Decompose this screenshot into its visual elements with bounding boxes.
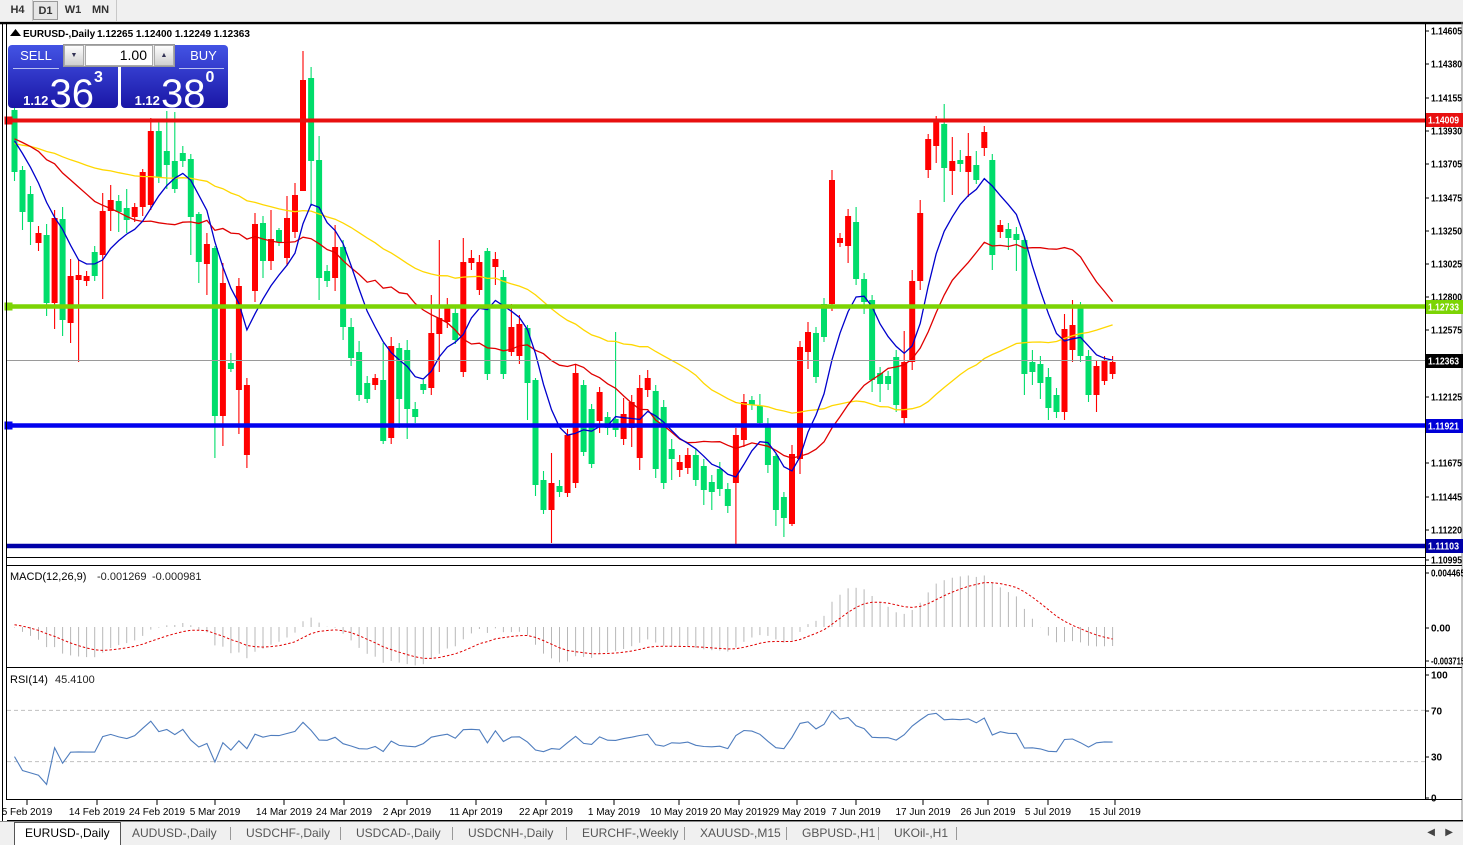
- svg-text:1.13250: 1.13250: [1431, 227, 1462, 238]
- svg-text:70: 70: [1431, 707, 1443, 718]
- svg-text:14 Feb 2019: 14 Feb 2019: [69, 807, 126, 818]
- svg-text:1.12265 1.12400 1.12249 1.1236: 1.12265 1.12400 1.12249 1.12363: [97, 29, 250, 40]
- svg-text:22 Apr 2019: 22 Apr 2019: [519, 807, 573, 818]
- svg-text:1.12125: 1.12125: [1431, 393, 1462, 404]
- svg-text:1.13025: 1.13025: [1431, 260, 1462, 271]
- svg-text:1.12363: 1.12363: [1428, 357, 1459, 368]
- svg-text:1.11445: 1.11445: [1431, 493, 1462, 504]
- svg-text:17 Jun 2019: 17 Jun 2019: [895, 807, 950, 818]
- svg-text:45.4100: 45.4100: [55, 674, 95, 686]
- svg-text:RSI(14): RSI(14): [10, 674, 48, 686]
- svg-text:2 Apr 2019: 2 Apr 2019: [383, 807, 432, 818]
- svg-text:-0.000981: -0.000981: [152, 571, 202, 583]
- svg-text:1.11103: 1.11103: [1428, 542, 1459, 553]
- svg-text:14 Mar 2019: 14 Mar 2019: [256, 807, 313, 818]
- svg-text:7 Jun 2019: 7 Jun 2019: [831, 807, 881, 818]
- svg-text:1.11921: 1.11921: [1428, 422, 1459, 433]
- svg-text:5 Feb 2019: 5 Feb 2019: [2, 807, 53, 818]
- svg-text:1.13705: 1.13705: [1431, 160, 1462, 171]
- svg-text:26 Jun 2019: 26 Jun 2019: [960, 807, 1015, 818]
- svg-text:MACD(12,26,9): MACD(12,26,9): [10, 571, 86, 583]
- svg-text:10 May 2019: 10 May 2019: [650, 807, 708, 818]
- svg-text:0: 0: [1431, 794, 1437, 805]
- svg-text:1.10995: 1.10995: [1431, 556, 1462, 567]
- svg-text:1 May 2019: 1 May 2019: [588, 807, 641, 818]
- svg-text:24 Mar 2019: 24 Mar 2019: [316, 807, 373, 818]
- svg-text:EURUSD-,Daily: EURUSD-,Daily: [23, 29, 96, 40]
- svg-text:0.004465: 0.004465: [1431, 569, 1463, 580]
- svg-text:1.12800: 1.12800: [1431, 293, 1462, 304]
- svg-text:11 Apr 2019: 11 Apr 2019: [449, 807, 503, 818]
- svg-text:0.00: 0.00: [1431, 624, 1451, 635]
- svg-text:1.12733: 1.12733: [1428, 303, 1459, 314]
- svg-text:29 May 2019: 29 May 2019: [768, 807, 826, 818]
- svg-text:1.14009: 1.14009: [1428, 116, 1459, 127]
- svg-text:-0.003715: -0.003715: [1431, 657, 1463, 668]
- svg-text:100: 100: [1431, 671, 1448, 682]
- svg-text:1.11675: 1.11675: [1431, 459, 1462, 470]
- svg-text:1.14155: 1.14155: [1431, 94, 1462, 105]
- svg-text:1.14605: 1.14605: [1431, 27, 1462, 38]
- svg-text:5 Mar 2019: 5 Mar 2019: [190, 807, 241, 818]
- svg-text:1.12575: 1.12575: [1431, 326, 1462, 337]
- svg-text:15 Jul 2019: 15 Jul 2019: [1089, 807, 1141, 818]
- svg-text:1.13475: 1.13475: [1431, 194, 1462, 205]
- svg-text:1.13930: 1.13930: [1431, 127, 1462, 138]
- svg-text:1.11220: 1.11220: [1431, 526, 1462, 537]
- svg-text:1.14380: 1.14380: [1431, 60, 1462, 71]
- svg-text:5 Jul 2019: 5 Jul 2019: [1025, 807, 1072, 818]
- svg-text:30: 30: [1431, 753, 1443, 764]
- svg-text:24 Feb 2019: 24 Feb 2019: [129, 807, 186, 818]
- svg-text:20 May 2019: 20 May 2019: [710, 807, 768, 818]
- svg-text:-0.001269: -0.001269: [97, 571, 147, 583]
